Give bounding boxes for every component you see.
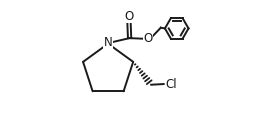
Text: O: O — [143, 32, 152, 45]
Text: O: O — [124, 10, 134, 23]
Text: N: N — [104, 37, 113, 49]
Text: Cl: Cl — [166, 78, 177, 91]
